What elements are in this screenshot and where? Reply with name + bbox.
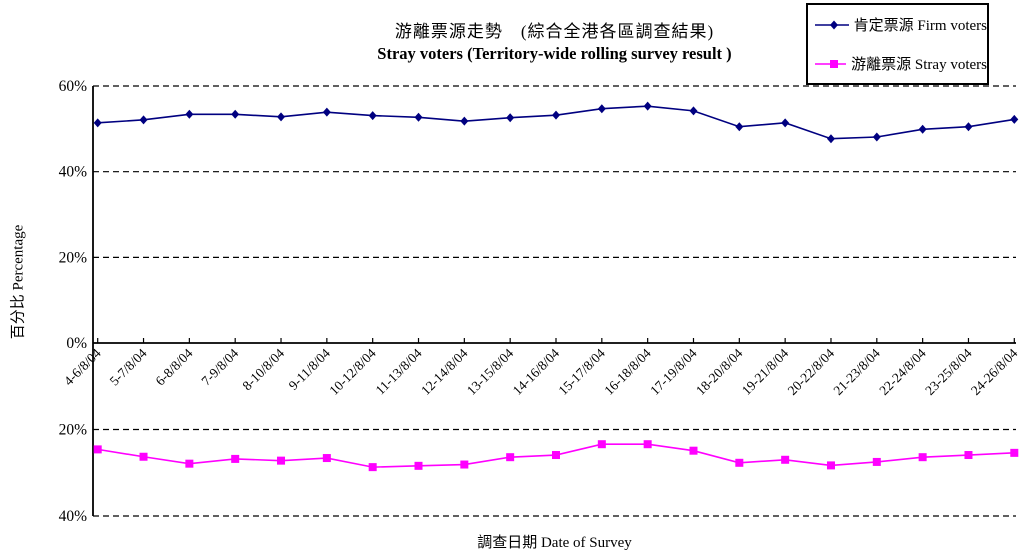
data-point-diamond [826, 134, 835, 144]
data-point-diamond [597, 104, 606, 114]
y-axis-tick-label: 20% [59, 249, 88, 266]
x-axis-title: 調查日期 Date of Survey [477, 535, 632, 551]
legend-square-icon [830, 59, 838, 68]
x-axis-tick-label: 10-12/8/04 [326, 345, 379, 398]
data-point-diamond [1010, 114, 1019, 124]
data-point-diamond [781, 118, 790, 128]
y-axis-tick-label: 0% [66, 335, 87, 352]
data-point-diamond [460, 116, 469, 126]
data-point-square [1010, 448, 1019, 457]
stray-voters-line-marker-icon [815, 59, 847, 68]
x-axis-tick-label: 23-25/8/04 [922, 345, 975, 398]
y-axis-title: 百分比 Percentage [10, 224, 27, 340]
data-point-diamond [918, 124, 927, 134]
data-point-square [231, 454, 240, 463]
data-point-diamond [414, 112, 423, 122]
x-axis-tick-label: 24-26/8/04 [968, 345, 1020, 398]
data-point-diamond [964, 122, 973, 132]
data-point-square [597, 440, 606, 449]
data-point-square [781, 455, 790, 464]
x-axis-tick-label: 12-14/8/04 [418, 345, 471, 398]
data-point-diamond [185, 109, 194, 119]
x-axis-ticks [97, 338, 1015, 343]
x-axis-tick-label: 16-18/8/04 [601, 345, 654, 398]
data-point-diamond [93, 118, 102, 128]
data-point-square [964, 451, 973, 460]
data-point-square [735, 458, 744, 467]
data-point-square [368, 463, 377, 472]
y-axis-tick-labels: 0% 20% 40% 60% 20% 40% [59, 78, 88, 525]
x-axis-tick-label: 22-24/8/04 [876, 345, 929, 398]
legend: 肯定票源 Firm voters 游離票源 Stray voters [806, 3, 989, 85]
data-point-square [506, 453, 515, 462]
x-axis-tick-label: 18-20/8/04 [693, 345, 746, 398]
chart-title-zh: 游離票源走勢 (綜合全港各區調查結果) [394, 22, 715, 41]
y-axis-tick-label: 60% [59, 78, 88, 95]
data-point-diamond [277, 112, 286, 122]
chart-title-en: Stray voters (Territory-wide rolling sur… [377, 44, 732, 63]
data-point-square [460, 460, 469, 469]
x-axis-tick-label: 15-17/8/04 [555, 345, 608, 398]
firm-voters-series [93, 101, 1019, 144]
x-axis-tick-label: 14-16/8/04 [510, 345, 563, 398]
data-point-square [826, 461, 835, 470]
data-point-square [872, 457, 881, 466]
x-axis-tick-label: 9-11/8/04 [286, 345, 334, 393]
firm-voters-line-marker-icon [815, 20, 849, 29]
data-point-square [139, 452, 148, 461]
data-point-square [185, 459, 194, 468]
x-axis-tick-label: 7-9/8/04 [198, 345, 241, 388]
data-point-square [322, 454, 331, 463]
data-point-diamond [552, 110, 560, 120]
data-point-square [93, 445, 102, 454]
data-point-diamond [735, 122, 744, 132]
data-point-diamond [231, 109, 240, 119]
legend-label-stray-voters: 游離票源 Stray voters [851, 57, 987, 73]
data-point-square [643, 440, 652, 449]
x-axis-tick-label: 17-19/8/04 [647, 345, 700, 398]
data-point-diamond [689, 106, 698, 116]
legend-item-stray-voters: 游離票源 Stray voters [808, 53, 987, 74]
legend-label-firm-voters: 肯定票源 Firm voters [853, 18, 987, 34]
data-point-diamond [139, 115, 148, 125]
stray-voters-series [93, 440, 1019, 472]
x-axis-tick-label: 11-13/8/04 [372, 345, 424, 397]
x-axis-tick-label: 19-21/8/04 [739, 345, 792, 398]
data-point-square [552, 451, 560, 460]
x-axis-tick-label: 21-23/8/04 [830, 345, 883, 398]
x-axis-labels: 4-6/8/04 5-7/8/04 6-8/8/04 7-9/8/048-10/8/0… [61, 345, 1020, 398]
data-point-square [689, 446, 698, 455]
data-point-square [414, 461, 423, 470]
x-axis-tick-label: 6-8/8/04 [153, 345, 196, 388]
data-point-diamond [872, 132, 881, 142]
legend-item-firm-voters: 肯定票源 Firm voters [808, 14, 987, 35]
data-point-diamond [643, 101, 652, 111]
data-point-diamond [506, 113, 515, 123]
y-axis-tick-label: 40% [59, 164, 88, 181]
x-axis-tick-label: 20-22/8/04 [785, 345, 838, 398]
data-point-square [277, 456, 286, 465]
x-axis-tick-label: 8-10/8/04 [239, 345, 287, 393]
data-point-diamond [322, 107, 331, 117]
data-point-diamond [368, 111, 377, 121]
y-axis-tick-label: 40% [59, 508, 88, 525]
y-axis-tick-label: 20% [59, 422, 88, 439]
data-point-square [918, 453, 927, 462]
x-axis-tick-label: 13-15/8/04 [464, 345, 517, 398]
legend-diamond-icon [830, 20, 838, 29]
x-axis-tick-label: 5-7/8/04 [107, 345, 150, 388]
